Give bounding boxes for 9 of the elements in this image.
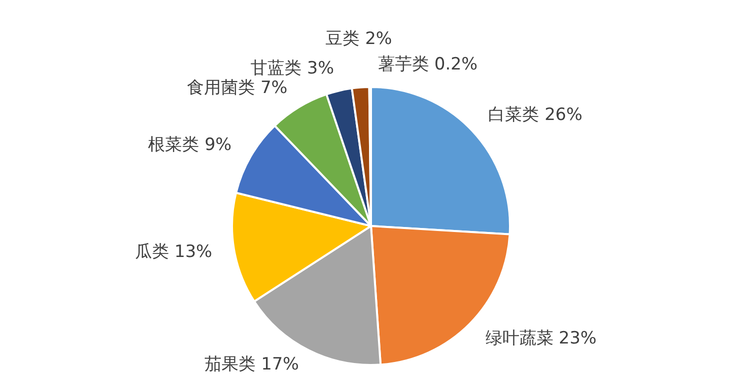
- slice-label: 豆类 2%: [326, 28, 392, 49]
- slice-label: 绿叶蔬菜 23%: [485, 328, 597, 349]
- slice-label: 根菜类 9%: [148, 134, 232, 155]
- slice-label: 白菜类 26%: [488, 105, 582, 126]
- slice-label: 薯芋类 0.2%: [378, 54, 478, 74]
- slice-label: 甘蓝类 3%: [250, 58, 334, 79]
- slice-label: 瓜类 13%: [135, 242, 212, 262]
- slice-label: 食用菌类 7%: [187, 78, 288, 98]
- slice-label: 茄果类 17%: [204, 354, 299, 374]
